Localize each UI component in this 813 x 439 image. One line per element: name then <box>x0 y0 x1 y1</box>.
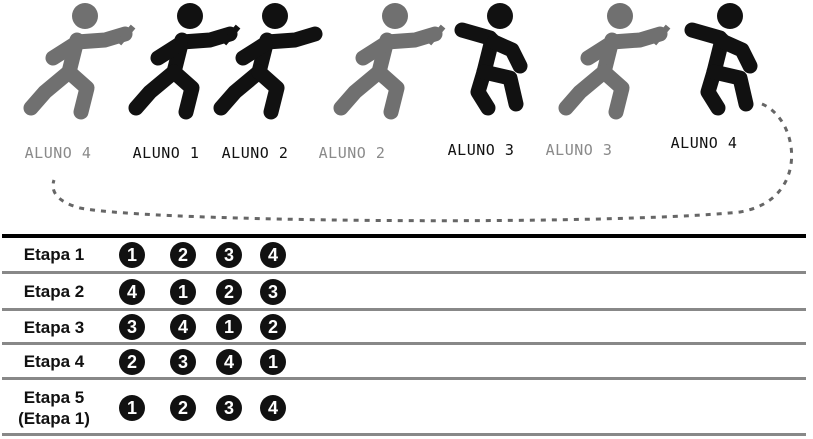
runner-figure-icon <box>454 3 528 116</box>
relay-stage-table: Etapa 1 1 2 3 4 Etapa 2 4 1 2 3 Etapa 3 3 4 1 2 Etapa 4… <box>0 234 813 439</box>
stage-label-line: (Etapa 1) <box>18 409 90 428</box>
runner-order-badge: 2 <box>216 278 242 305</box>
runner-order-badge: 4 <box>216 348 242 375</box>
runner-order-badge: 3 <box>260 278 286 305</box>
stage-label: Etapa 2 <box>0 281 108 302</box>
runner-order-badge: 1 <box>260 348 286 375</box>
baton-icon <box>426 24 446 46</box>
runner-order-badge: 3 <box>216 395 242 421</box>
stage-label-line: Etapa 4 <box>23 352 85 371</box>
runner-order-badge: 1 <box>216 314 242 340</box>
stage-label-line: Etapa 5 <box>23 388 85 407</box>
runner-label: ALUNO 3 <box>447 141 515 159</box>
runner-label: ALUNO 1 <box>132 144 200 162</box>
runner-order-badge: 4 <box>170 314 196 340</box>
runner-figure-icon <box>128 3 241 120</box>
runner-order-badge: 4 <box>119 278 145 305</box>
runner-order-badge: 1 <box>119 395 145 421</box>
stage-label-line: Etapa 1 <box>23 245 85 264</box>
runner-order-badge: 2 <box>260 314 286 340</box>
runner-order-badge: 1 <box>119 241 145 268</box>
runner-order-badge: 1 <box>170 278 196 305</box>
row-divider <box>2 308 806 311</box>
stage-label: Etapa 1 <box>0 244 108 265</box>
runner-figure-icon <box>23 3 136 120</box>
runner-order-badge: 2 <box>170 241 196 268</box>
runner-order-badge: 3 <box>170 348 196 375</box>
stage-label-line: Etapa 3 <box>23 317 85 337</box>
runner-order-badge: 3 <box>119 314 145 340</box>
runner-order-badge: 3 <box>216 241 242 268</box>
runner-label: ALUNO 4 <box>670 134 738 152</box>
stage-label-line: Etapa 2 <box>23 282 85 301</box>
baton-icon <box>651 24 671 46</box>
row-divider <box>2 271 806 274</box>
relay-figures-area: ALUNO 4 ALUNO 1 ALUNO 2 ALUNO 2 ALUNO 3 ALUNO… <box>23 3 793 223</box>
runner-label: ALUNO 3 <box>545 141 613 159</box>
runner-figure-icon <box>213 3 323 120</box>
row-divider <box>2 377 806 380</box>
baton-icon <box>116 24 136 46</box>
runner-order-badge: 4 <box>260 395 286 421</box>
runner-order-badge: 2 <box>170 395 196 421</box>
stage-label: Etapa 3 <box>0 317 108 338</box>
stage-label: Etapa 5 (Etapa 1) <box>0 387 108 429</box>
runner-label: ALUNO 4 <box>24 144 92 162</box>
relay-loop-arrow <box>51 102 793 223</box>
relay-illustration <box>23 3 793 223</box>
baton-icon <box>221 24 241 46</box>
stage-label: Etapa 4 <box>0 351 108 372</box>
runner-order-badge: 2 <box>119 348 145 375</box>
runner-figure-icon <box>684 3 758 116</box>
row-divider <box>2 342 806 345</box>
runner-label: ALUNO 2 <box>221 144 289 162</box>
runner-label: ALUNO 2 <box>318 144 386 162</box>
runner-figure-icon <box>333 3 446 120</box>
row-divider <box>2 433 806 436</box>
runner-figure-icon <box>558 3 671 120</box>
row-divider <box>2 234 806 238</box>
runner-order-badge: 4 <box>260 241 286 268</box>
